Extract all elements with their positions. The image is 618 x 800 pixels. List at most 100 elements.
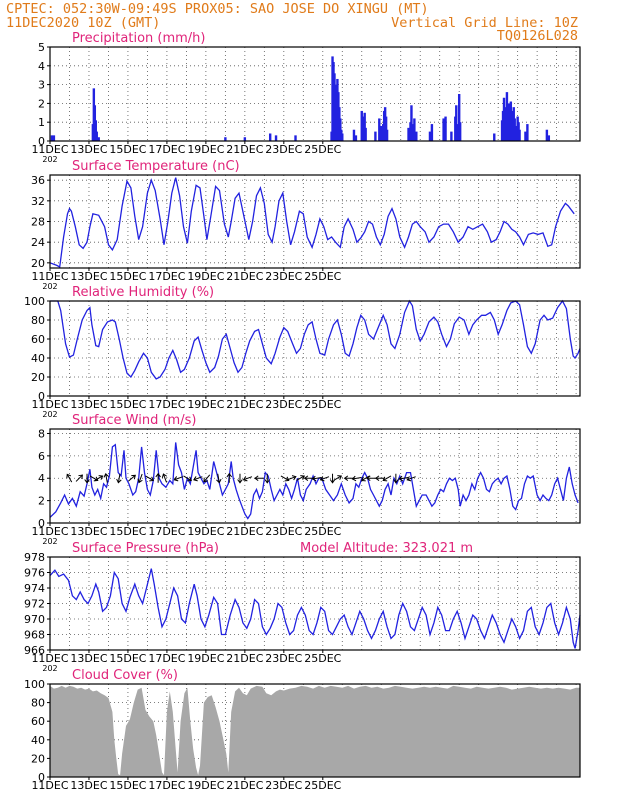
x-tick-label: 11DEC bbox=[31, 143, 68, 156]
x-year-label: 202 bbox=[42, 664, 57, 673]
wind-arrow-head bbox=[398, 475, 404, 482]
wind-arrow-head bbox=[66, 473, 72, 479]
y-tick-label: 20 bbox=[31, 752, 45, 765]
wind-arrow-head bbox=[161, 473, 168, 478]
panel-title: Precipitation (mm/h) bbox=[72, 31, 205, 46]
wind-arrow-head bbox=[78, 474, 84, 480]
precip-bar bbox=[493, 133, 496, 141]
wind-arrow-shaft bbox=[312, 476, 322, 480]
x-year-label: 202 bbox=[42, 282, 57, 291]
wind-arrow bbox=[128, 474, 136, 482]
y-tick-label: 2 bbox=[38, 97, 45, 110]
panel-title: Surface Temperature (nC) bbox=[72, 159, 240, 174]
precip-bar bbox=[411, 124, 414, 141]
precip-bar bbox=[450, 131, 453, 141]
x-tick-label: 21DEC bbox=[226, 270, 263, 283]
x-tick-label: 21DEC bbox=[226, 652, 263, 665]
x-tick-label: 17DEC bbox=[148, 270, 185, 283]
wind-arrow-head bbox=[343, 475, 349, 481]
precip-bar bbox=[428, 131, 432, 141]
y-tick-label: 4 bbox=[38, 472, 45, 485]
x-tick-label: 17DEC bbox=[148, 398, 185, 411]
x-tick-label: 11DEC bbox=[31, 525, 68, 538]
x-tick-label: 15DEC bbox=[109, 143, 146, 156]
precip-bar bbox=[364, 127, 367, 141]
y-tick-label: 970 bbox=[24, 613, 45, 626]
x-tick-label: 25DEC bbox=[304, 398, 341, 411]
wind-arrow-head bbox=[155, 472, 161, 478]
x-tick-label: 19DEC bbox=[187, 525, 224, 538]
wind-arrow-head bbox=[216, 478, 222, 484]
x-tick-label: 13DEC bbox=[70, 143, 107, 156]
x-tick-label: 17DEC bbox=[148, 652, 185, 665]
precip-bar bbox=[410, 105, 413, 141]
x-tick-label: 19DEC bbox=[187, 143, 224, 156]
y-tick-label: 3 bbox=[38, 79, 45, 92]
wind-arrow-head bbox=[303, 475, 309, 481]
precip-bar bbox=[547, 135, 551, 141]
wind-arrow bbox=[216, 473, 222, 484]
series-line bbox=[49, 177, 575, 269]
precip-bar bbox=[524, 131, 527, 141]
x-tick-label: 25DEC bbox=[304, 779, 341, 792]
wind-arrow-shaft bbox=[193, 476, 203, 481]
precip-bar bbox=[95, 131, 98, 141]
panel-title: Relative Humidity (%) bbox=[72, 285, 214, 300]
wind-arrow-head bbox=[284, 476, 290, 482]
wind-arrow-head bbox=[319, 476, 325, 482]
panel-frame bbox=[49, 46, 581, 142]
wind-arrow bbox=[137, 473, 143, 484]
x-tick-label: 23DEC bbox=[265, 652, 302, 665]
x-tick-label: 15DEC bbox=[109, 270, 146, 283]
x-tick-label: 25DEC bbox=[304, 270, 341, 283]
wind-arrow bbox=[75, 474, 84, 482]
wind-arrow bbox=[242, 476, 253, 482]
x-tick-label: 23DEC bbox=[265, 525, 302, 538]
y-tick-label: 1 bbox=[38, 116, 45, 129]
x-tick-label: 11DEC bbox=[31, 652, 68, 665]
precip-bar bbox=[374, 131, 377, 141]
wind-arrow-shaft bbox=[117, 473, 121, 483]
wind-arrow-head bbox=[193, 476, 198, 482]
wind-arrow bbox=[161, 473, 168, 483]
wind-arrow bbox=[226, 472, 233, 483]
panel-3 bbox=[47, 428, 581, 526]
y-tick-label: 976 bbox=[24, 567, 45, 580]
x-tick-label: 11DEC bbox=[31, 398, 68, 411]
x-tick-label: 11DEC bbox=[31, 270, 68, 283]
x-tick-label: 19DEC bbox=[187, 779, 224, 792]
precip-bar bbox=[363, 112, 366, 141]
wind-arrow-shaft bbox=[94, 475, 103, 481]
wind-arrow bbox=[173, 476, 184, 482]
y-tick-label: 60 bbox=[31, 333, 45, 346]
x-tick-label: 19DEC bbox=[187, 652, 224, 665]
x-tick-label: 25DEC bbox=[304, 652, 341, 665]
y-tick-label: 8 bbox=[38, 427, 45, 440]
wind-arrow bbox=[203, 474, 211, 483]
wind-arrow-shaft bbox=[352, 476, 362, 480]
wind-arrow-shaft bbox=[138, 473, 143, 483]
x-tick-label: 11DEC bbox=[31, 779, 68, 792]
wind-arrow-shaft bbox=[399, 476, 409, 480]
wind-arrow-head bbox=[337, 475, 343, 480]
precip-bar bbox=[243, 137, 247, 141]
y-tick-label: 28 bbox=[31, 216, 45, 229]
x-year-label: 202 bbox=[42, 155, 57, 164]
wind-arrow bbox=[145, 475, 155, 482]
series-line bbox=[49, 568, 581, 649]
x-tick-label: 15DEC bbox=[109, 525, 146, 538]
wind-arrow-head bbox=[149, 476, 155, 482]
wind-arrow-head bbox=[393, 479, 399, 484]
panel-0 bbox=[47, 46, 581, 144]
wind-arrow-head bbox=[374, 475, 380, 481]
precip-bar bbox=[430, 124, 434, 141]
wind-arrow-shaft bbox=[105, 473, 108, 483]
wind-arrow-head bbox=[116, 478, 122, 484]
precip-bar bbox=[341, 133, 344, 141]
wind-arrow bbox=[351, 475, 362, 482]
wind-arrow-head bbox=[382, 476, 388, 482]
x-tick-label: 19DEC bbox=[187, 270, 224, 283]
wind-arrow-shaft bbox=[296, 475, 305, 481]
wind-arrow bbox=[193, 476, 203, 482]
precip-bar bbox=[442, 118, 445, 141]
